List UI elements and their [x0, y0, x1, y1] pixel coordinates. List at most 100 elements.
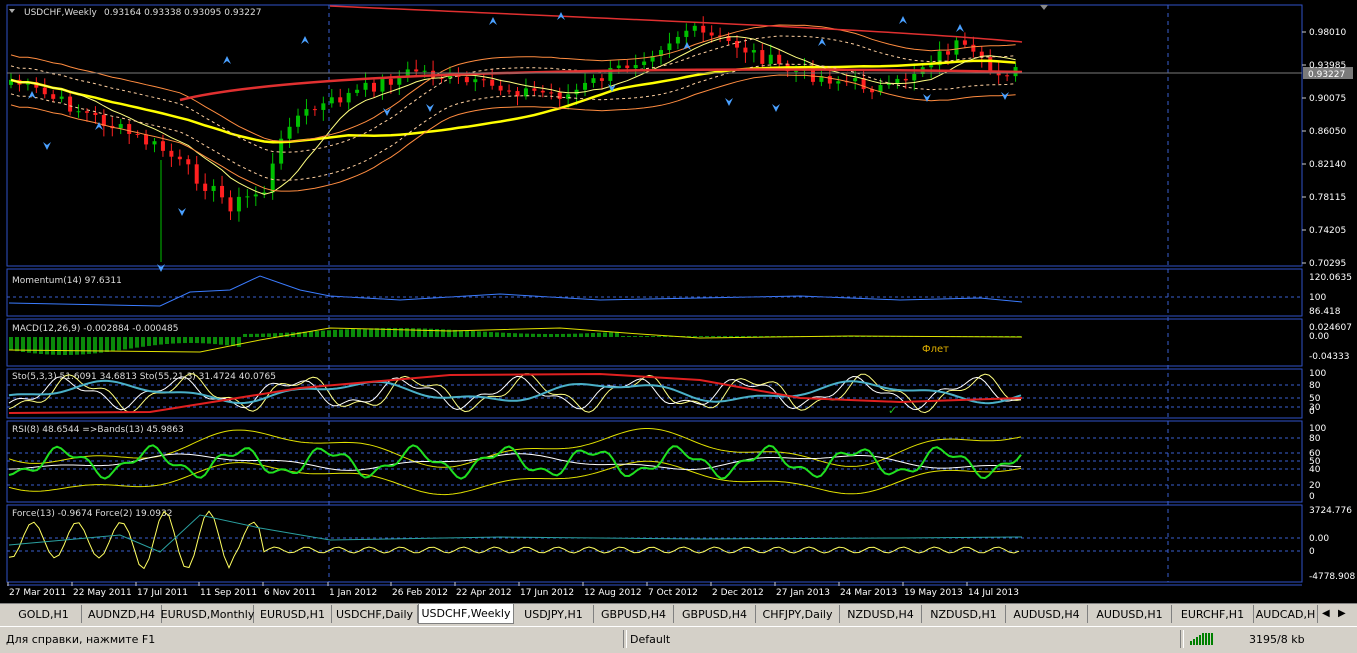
tab-gbpusd-h4[interactable]: GBPUSD,H4	[674, 605, 756, 623]
tab-usdchf-daily[interactable]: USDCHF,Daily	[332, 605, 418, 623]
macd-histogram-bar	[513, 333, 517, 337]
macd-histogram-bar	[51, 337, 55, 355]
stochastic-slow-main	[8, 379, 1022, 405]
fractal-arrow-icon	[489, 17, 497, 25]
candle-body	[270, 163, 275, 193]
fractal-arrow-icon	[608, 84, 616, 92]
macd-histogram-bar	[597, 332, 601, 337]
date-tick-label: 24 Mar 2013	[840, 588, 897, 598]
macd-histogram-bar	[483, 331, 487, 337]
macd-histogram-bar	[573, 333, 577, 337]
macd-histogram-bar	[75, 337, 79, 355]
candle-body	[363, 82, 368, 90]
candle-body	[794, 70, 799, 72]
macd-histogram-bar	[423, 328, 427, 337]
macd-histogram-bar	[507, 332, 511, 337]
tab-audnzd-h4[interactable]: AUDNZD,H4	[82, 605, 162, 623]
connection-bars-icon	[1186, 630, 1226, 648]
tab-eurusd-h1[interactable]: EURUSD,H1	[254, 605, 332, 623]
candle-body	[819, 76, 824, 82]
price-tick-label: 0.78115	[1309, 193, 1346, 203]
tab-nzdusd-h1[interactable]: NZDUSD,H1	[922, 605, 1006, 623]
chart-ohlc-values: 0.93164 0.93338 0.93095 0.93227	[104, 8, 261, 18]
candle-body	[515, 91, 520, 97]
macd-histogram-bar	[405, 328, 409, 337]
check-mark-icon: ✓	[888, 404, 897, 417]
tab-scroll-right-icon[interactable]: ▶	[1338, 608, 1346, 619]
macd-histogram-bar	[639, 336, 643, 337]
candle-body	[76, 111, 81, 113]
macd-histogram-bar	[459, 330, 463, 337]
macd-histogram-bar	[261, 333, 265, 337]
macd-histogram-bar	[171, 337, 175, 344]
tab-gold-h1[interactable]: GOLD,H1	[6, 605, 82, 623]
candle-body	[507, 90, 512, 92]
candle-body	[836, 81, 841, 84]
candle-body	[988, 57, 993, 71]
macd-histogram-bar	[39, 337, 43, 354]
tab-scroll-left-icon[interactable]: ◀	[1322, 608, 1330, 619]
tab-usdjpy-h1[interactable]: USDJPY,H1	[514, 605, 594, 623]
candle-body	[42, 87, 47, 95]
status-profile: Default	[630, 632, 671, 646]
tab-gbpusd-h4[interactable]: GBPUSD,H4	[594, 605, 674, 623]
macd-histogram-bar	[237, 337, 241, 347]
candle-body	[667, 43, 672, 51]
rsi-tick-label: 50	[1309, 457, 1321, 467]
candle-body	[768, 54, 773, 64]
fractal-arrow-icon	[956, 24, 964, 32]
candle-body	[971, 44, 976, 52]
tab-chfjpy-daily[interactable]: CHFJPY,Daily	[756, 605, 840, 623]
candle-body	[279, 138, 284, 164]
macd-histogram-bar	[297, 332, 301, 337]
candle-body	[540, 90, 545, 93]
stochastic-tick-label: 30	[1309, 403, 1321, 413]
price-chart[interactable]: 0.93227 USDCHF,Weekly 0.93164 0.93338 0.93…	[0, 0, 1357, 603]
date-tick-label: 2 Dec 2012	[712, 588, 764, 598]
candle-body	[853, 78, 858, 82]
candle-body	[726, 36, 731, 42]
candle-body	[608, 67, 613, 81]
candle-body	[101, 114, 106, 126]
stochastic-tick-label: 50	[1309, 394, 1321, 404]
chart-area[interactable]: 0.93227 USDCHF,Weekly 0.93164 0.93338 0.93…	[0, 0, 1357, 603]
macd-histogram-bar	[453, 329, 457, 337]
tab-usdchf-weekly[interactable]: USDCHF,Weekly	[418, 604, 514, 624]
force-slow-line	[8, 514, 1023, 553]
date-tick-label: 17 Jul 2011	[137, 588, 188, 598]
tab-eurchf-h1[interactable]: EURCHF,H1	[1172, 605, 1254, 623]
macd-histogram-bar	[141, 337, 145, 347]
date-tick-label: 27 Mar 2011	[9, 588, 66, 598]
tab-audusd-h1[interactable]: AUDUSD,H1	[1088, 605, 1172, 623]
candle-body	[388, 78, 393, 85]
candle-body	[878, 85, 883, 93]
candle-body	[903, 78, 908, 81]
macd-histogram-bar	[309, 331, 313, 337]
tab-audusd-h4[interactable]: AUDUSD,H4	[1006, 605, 1088, 623]
force-tick-label: -4778.908	[1309, 572, 1355, 582]
macd-histogram-bar	[627, 336, 631, 337]
tab-audcad-h[interactable]: AUDCAD,H	[1254, 605, 1318, 623]
candle-body	[321, 103, 326, 110]
macd-histogram-bar	[567, 333, 571, 337]
price-tick-label: 0.93985	[1309, 61, 1346, 71]
candle-body	[599, 78, 604, 81]
tab-eurusd-monthly[interactable]: EURUSD,Monthly	[161, 605, 254, 623]
macd-histogram-bar	[333, 329, 337, 337]
macd-histogram-bar	[351, 328, 355, 337]
macd-histogram-bar	[177, 337, 181, 344]
macd-histogram-bar	[429, 328, 433, 337]
candle-body	[296, 115, 301, 127]
candle-body	[355, 89, 360, 93]
candle-body	[177, 156, 182, 160]
macd-tick-label: -0.04333	[1309, 352, 1349, 362]
candle-body	[186, 159, 191, 165]
macd-histogram-bar	[471, 330, 475, 337]
macd-histogram-bar	[315, 330, 319, 337]
date-tick-label: 1 Jan 2012	[329, 588, 377, 598]
candle-body	[616, 65, 621, 68]
fractal-arrow-icon	[43, 142, 51, 150]
macd-histogram-bar	[135, 337, 139, 348]
momentum-label: Momentum(14) 97.6311	[12, 276, 122, 286]
tab-nzdusd-h4[interactable]: NZDUSD,H4	[840, 605, 922, 623]
